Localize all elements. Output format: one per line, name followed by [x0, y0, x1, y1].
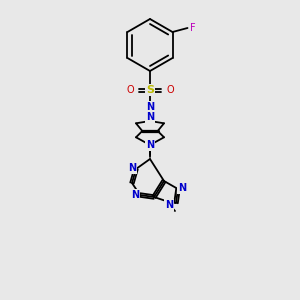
Text: N: N	[165, 200, 173, 210]
Text: N: N	[146, 112, 154, 122]
Text: N: N	[146, 140, 154, 150]
Text: N: N	[128, 163, 136, 173]
Text: S: S	[146, 85, 154, 95]
Text: N: N	[146, 102, 154, 112]
Text: N: N	[131, 190, 139, 200]
Text: O: O	[166, 85, 174, 95]
Text: N: N	[178, 183, 186, 193]
Text: F: F	[190, 23, 195, 33]
Text: O: O	[126, 85, 134, 95]
